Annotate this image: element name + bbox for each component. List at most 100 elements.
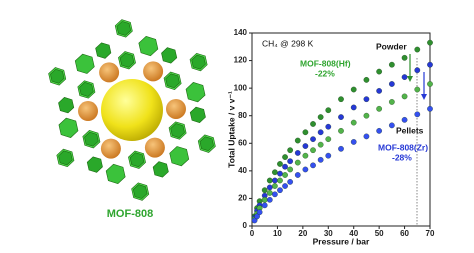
data-point [310,136,316,142]
polyhedron [79,82,94,97]
data-point [401,74,408,80]
data-point [282,163,288,170]
polyhedron [129,152,145,168]
annotation: -22% [315,68,335,78]
y-tick-label: 0 [243,221,248,230]
data-point [310,162,316,169]
data-point [350,104,357,111]
data-point [287,179,293,185]
polyhedron [84,131,99,147]
data-point [310,147,316,154]
data-point [282,154,288,160]
data-point [376,105,382,112]
data-point [350,119,357,126]
y-tick-label: 20 [238,194,247,203]
data-point [272,191,278,198]
arrow-head [421,94,427,100]
data-point [389,99,395,105]
data-point [325,107,332,114]
data-point [414,67,421,74]
data-point [294,137,301,144]
data-point [282,183,288,189]
data-point [350,86,357,93]
data-point [261,196,268,203]
data-point [272,169,278,176]
data-point [317,129,324,136]
data-point [338,128,344,134]
node-sphere [165,98,186,119]
data-point [376,68,382,75]
data-point [325,136,332,142]
y-tick-label: 120 [234,56,248,65]
data-point [266,196,273,203]
data-point [272,183,278,189]
plot-frame [251,32,431,227]
data-point [427,61,433,68]
data-point [282,172,288,178]
polyhedron [132,184,148,199]
data-point [427,81,433,87]
image-label: MOF-808 [107,208,153,220]
x-tick-label: 40 [349,229,358,238]
chart: 0 10 20 30 40 50 60 70 0 20 40 60 80 100 120 140 Pressur… [226,28,435,246]
data-point [277,161,283,167]
data-point [310,121,316,127]
polyhedron [170,123,185,138]
data-point [294,172,301,178]
data-point [302,129,309,136]
data-point [414,86,421,93]
polyhedron [191,54,206,70]
data-point [277,177,283,184]
chart-title: CH₄ @ 298 K [262,38,314,48]
data-point [277,187,283,194]
data-point [414,111,421,118]
data-point [401,54,408,61]
data-point [363,77,370,83]
data-point [266,184,273,191]
data-point [338,114,344,120]
data-point [338,145,344,152]
polyhedron [169,146,190,167]
polyhedron [58,150,73,166]
y-tick-label: 140 [234,28,248,37]
polyhedron [138,35,159,57]
polyhedron [165,73,180,89]
polyhedron [74,53,95,74]
data-point [401,117,408,123]
x-tick-label: 0 [250,229,255,238]
data-point [414,46,421,53]
x-tick-label: 50 [375,229,384,238]
polyhedron [119,52,135,68]
data-point [287,147,293,154]
data-point [294,159,301,166]
polyhedron [152,161,169,178]
mof-illustration [48,19,216,201]
polyhedron [86,156,103,173]
annotation: Pellets [396,125,424,135]
data-point [256,209,263,216]
x-tick-label: 10 [273,229,282,238]
data-point [302,152,309,159]
data-point [325,152,332,159]
y-tick-label: 100 [234,83,248,92]
annotation: MOF-808(Zr) [378,142,428,152]
data-point [302,143,309,149]
data-point [287,166,293,173]
data-point [427,105,433,112]
data-point [287,158,293,165]
polyhedron [58,117,79,138]
node-sphere [100,138,121,159]
y-axis-title: Total Uptake / v v⁻¹ [226,91,236,168]
polyhedron [95,42,112,59]
x-tick-label: 60 [400,229,409,238]
polyhedron [199,136,214,152]
x-tick-label: 30 [324,229,333,238]
annotation: Powder [376,41,407,51]
node-sphere [99,62,120,83]
data-point [277,170,283,177]
data-point [338,96,344,103]
data-point [363,112,370,119]
data-point [266,190,273,196]
data-point [427,39,433,46]
